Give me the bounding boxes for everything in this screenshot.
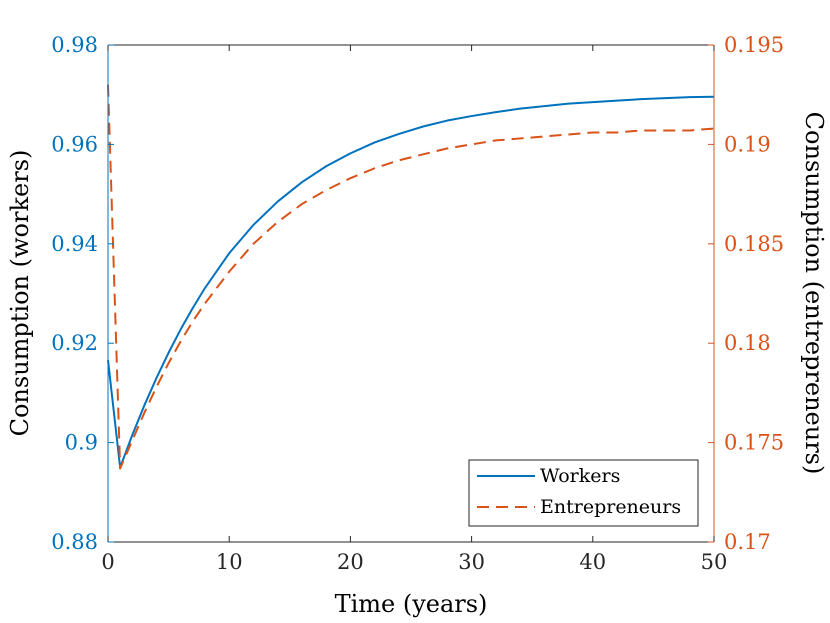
x-tick-label: 0 (101, 550, 114, 574)
y-right-tick-label: 0.18 (724, 331, 771, 355)
x-tick-label: 20 (337, 550, 364, 574)
series-layer (107, 84, 715, 470)
tick-labels-layer: 0 10 20 30 40 50 0.88 0.9 0.92 0.94 0.96 0.98 0.17 0.… (51, 33, 784, 574)
legend: Workers Entrepreneurs (468, 459, 699, 527)
x-tick-label: 40 (579, 550, 606, 574)
axes-layer (107, 44, 715, 543)
series-line-entrepreneurs (107, 84, 715, 470)
x-tick-label: 30 (458, 550, 485, 574)
y-right-tick-label: 0.185 (724, 232, 784, 256)
y-left-tick-label: 0.92 (51, 331, 98, 355)
y-left-tick-label: 0.98 (51, 33, 98, 57)
legend-label-entrepreneurs: Entrepreneurs (540, 496, 681, 518)
y-axis-right-title: Consumption (entrepreneurs) (800, 112, 828, 475)
y-right-tick-label: 0.17 (724, 530, 771, 554)
x-axis-title: Time (years) (335, 590, 488, 618)
y-right-tick-label: 0.19 (724, 132, 771, 156)
legend-box (468, 459, 699, 527)
plot-area (108, 45, 714, 542)
y-right-tick-label: 0.195 (724, 33, 784, 57)
series-line-workers (107, 95, 715, 469)
y-left-tick-label: 0.94 (51, 232, 98, 256)
y-left-tick-label: 0.88 (51, 530, 98, 554)
legend-label-workers: Workers (540, 465, 620, 487)
x-tick-label: 50 (701, 550, 728, 574)
y-right-tick-label: 0.175 (724, 431, 784, 455)
y-left-tick-label: 0.9 (65, 431, 98, 455)
x-tick-label: 10 (216, 550, 243, 574)
y-left-tick-label: 0.96 (51, 132, 98, 156)
y-axis-left-title: Consumption (workers) (6, 150, 34, 437)
